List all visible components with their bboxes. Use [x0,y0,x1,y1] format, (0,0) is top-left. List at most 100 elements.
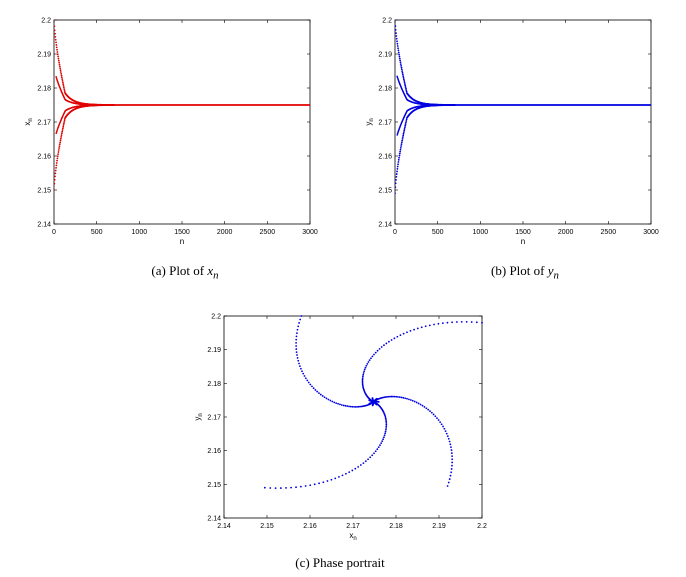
data-point [58,63,61,66]
data-point [364,366,367,369]
data-point [359,405,361,408]
data-point [300,315,303,317]
data-point [395,35,398,37]
data-point [380,442,383,445]
data-point [425,407,428,410]
data-point [297,359,300,362]
data-point [361,383,364,386]
data-point [297,325,300,328]
data-point [378,347,381,350]
data-point [448,478,451,480]
data-point [309,383,312,386]
data-point [450,446,452,449]
data-point [448,440,451,443]
data-point [333,401,336,404]
x-tick-label: 2.18 [389,523,403,530]
data-point [388,340,390,343]
data-point [370,357,372,360]
y-tick-label: 2.15 [378,188,392,195]
data-point [340,404,343,406]
data-point [326,480,329,482]
data-point [447,437,450,440]
data-point [401,71,404,74]
data-point [62,124,65,126]
data-point [54,182,56,185]
data-point [450,449,453,451]
data-point [384,415,387,418]
y-tick-label: 2.2 [211,314,221,321]
data-point [54,29,56,32]
data-point [295,348,298,350]
data-point [331,400,334,403]
data-point [428,324,431,327]
data-point [354,467,357,470]
data-point [59,141,62,144]
data-point [406,331,408,334]
data-point [404,123,407,125]
data-point [351,469,354,472]
x-tick-label: 2500 [601,229,617,236]
data-point [58,145,61,148]
data-point [327,398,330,401]
chart-c-phase-portrait: 2.14 2.15 2.16 2.17 2.18 2.19 2.2 2.14 2.15 2.16 2… [193,314,487,543]
data-point [54,38,57,41]
data-point [58,61,61,64]
data-point [274,487,277,489]
y-tick-label: 2.16 [207,448,221,455]
data-point [397,51,400,54]
data-point [363,368,366,371]
data-point [402,134,405,137]
data-point [400,66,403,69]
data-point [451,321,453,324]
data-point [298,322,300,324]
data-point [395,175,398,178]
caption-a: (a) Plot of xn [151,263,219,282]
data-point [366,363,369,365]
data-point [399,63,402,65]
series-points [395,20,651,195]
data-point [450,471,453,474]
data-point [348,405,350,408]
data-point [465,321,468,323]
y-tick-label: 2.2 [382,18,392,25]
data-point [396,335,399,338]
data-point [361,377,364,379]
data-point [397,47,399,50]
data-point [316,390,319,393]
series-points [54,20,310,191]
y-tick-label: 2.19 [207,347,221,354]
data-point [367,361,370,363]
x-axis-label: n [180,237,184,246]
data-point [361,380,364,383]
data-point [60,134,63,137]
data-point [374,450,377,453]
data-point [386,395,388,398]
data-point [385,342,388,345]
data-point [345,472,347,475]
data-point [337,402,339,405]
data-point [433,323,435,326]
data-point [427,408,430,411]
data-point [409,330,412,332]
data-point [395,395,398,398]
y-tick-label: 2.15 [207,482,221,489]
data-point [312,387,315,390]
data-point [396,40,398,43]
data-point [57,59,60,62]
data-point [54,25,56,28]
data-point [57,57,60,60]
plot-frame [53,19,311,225]
data-point [348,471,351,474]
data-point [56,159,58,162]
data-point [54,169,57,172]
data-point [339,403,341,406]
data-point [450,452,453,454]
data-point [439,421,442,423]
y-tick-label: 2.17 [207,415,221,422]
data-point [399,148,402,151]
data-point [400,64,403,67]
data-point [390,339,393,341]
data-point [447,481,450,484]
data-point [295,351,298,353]
